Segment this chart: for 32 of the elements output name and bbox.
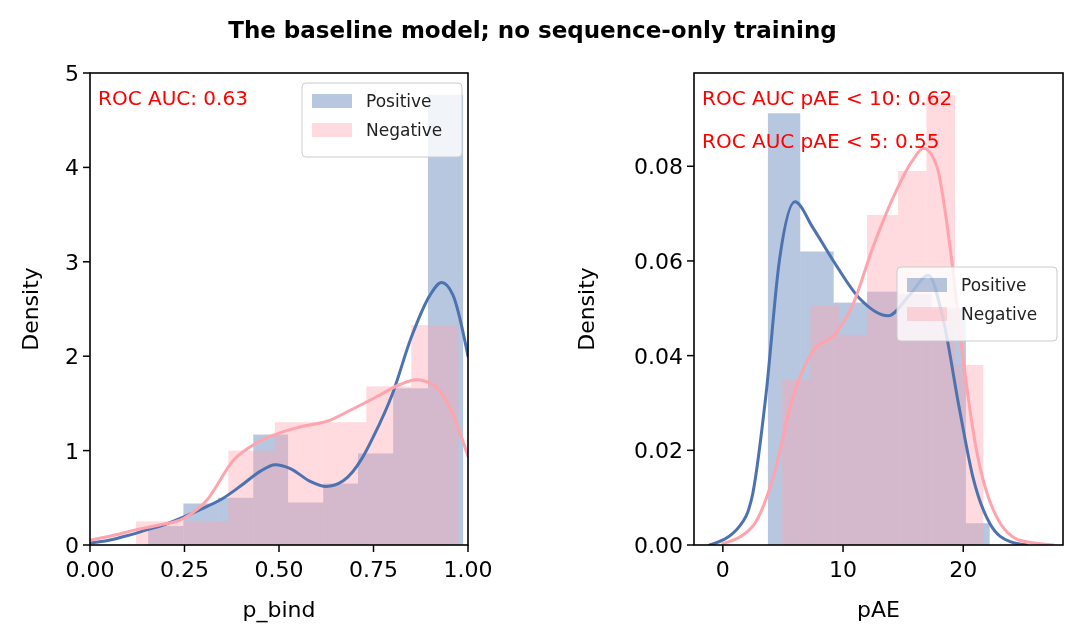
x-tick-label: 20 — [949, 557, 978, 582]
y-tick-label: 0.02 — [634, 438, 683, 464]
x-tick-label: 0 — [715, 557, 730, 582]
y-tick-label: 0.06 — [634, 248, 683, 274]
legend-label: Positive — [961, 275, 1027, 295]
y-tick-label: 0.04 — [634, 343, 683, 369]
y-tick-label: 0.08 — [634, 154, 683, 180]
y-tick-label: 5 — [65, 61, 79, 86]
y-tick-label: 4 — [65, 155, 79, 181]
x-axis-title: pAE — [857, 597, 900, 622]
annotation: ROC AUC pAE < 10: 0.62 — [702, 86, 953, 110]
legend-label: Negative — [961, 304, 1038, 324]
x-tick-label: 0.75 — [349, 557, 398, 582]
x-tick-label: 0.50 — [254, 557, 304, 582]
y-axis-title: Density — [574, 267, 599, 351]
x-tick-label: 0.25 — [160, 557, 209, 582]
line-series — [90, 378, 468, 542]
text: The baseline model; no sequence-only training — [228, 17, 837, 43]
legend-label: Positive — [366, 91, 432, 111]
x-tick-label: 1.00 — [443, 557, 493, 582]
legend-label: Negative — [366, 120, 443, 140]
y-tick-label: 2 — [65, 344, 79, 370]
annotation: ROC AUC: 0.63 — [98, 86, 248, 110]
y-tick-label: 0.00 — [634, 533, 683, 558]
y-tick-label: 0 — [65, 533, 79, 558]
line-series — [90, 281, 468, 545]
x-axis-title: p_bind — [242, 597, 316, 623]
y-tick-label: 1 — [65, 438, 79, 464]
annotation: ROC AUC pAE < 5: 0.55 — [702, 129, 940, 153]
y-axis-title: Density — [18, 267, 43, 351]
x-tick-label: 10 — [829, 557, 858, 582]
y-tick-label: 3 — [65, 249, 79, 275]
